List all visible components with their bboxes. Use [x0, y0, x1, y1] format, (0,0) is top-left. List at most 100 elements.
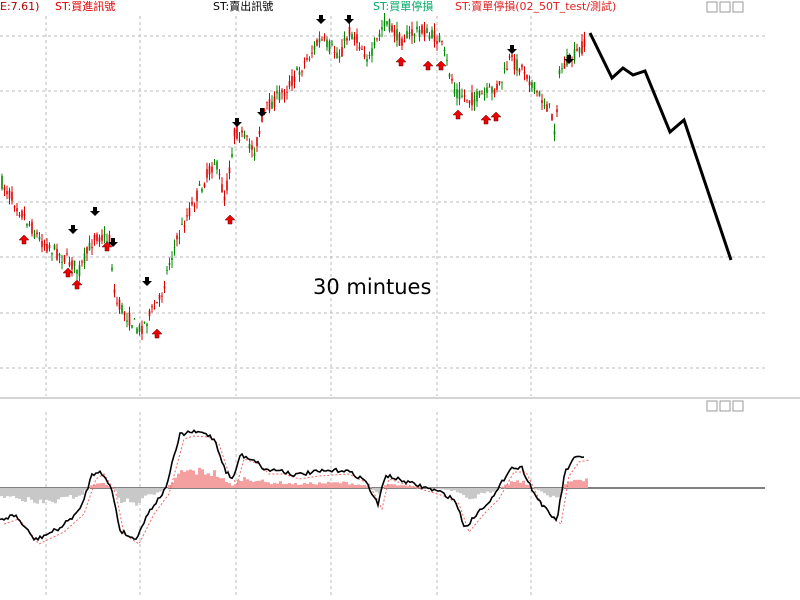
candle-body	[508, 56, 511, 58]
panel-buttons[interactable]	[706, 1, 744, 412]
sell-arrow	[108, 238, 118, 247]
histogram-bar	[543, 488, 546, 494]
candle-body	[31, 221, 33, 234]
histogram-bar	[309, 482, 312, 488]
histogram-bar	[63, 488, 66, 497]
histogram-bar	[114, 488, 117, 491]
histogram-bar	[303, 482, 306, 488]
candle-body	[186, 215, 188, 217]
candle-body	[388, 19, 391, 31]
histogram-bar	[453, 488, 456, 491]
histogram-bar	[546, 488, 549, 496]
candle-body	[208, 165, 211, 175]
histogram-bar	[306, 483, 309, 488]
candle-body	[206, 169, 208, 178]
candle-body	[243, 134, 246, 138]
candle-body	[311, 52, 313, 54]
candle-body	[491, 87, 493, 93]
button[interactable]	[706, 1, 718, 13]
candle-body	[331, 43, 333, 45]
candle-body	[71, 260, 73, 270]
candle-body	[401, 38, 403, 46]
histogram-bar	[297, 484, 300, 488]
button[interactable]	[719, 1, 731, 13]
candle-body	[496, 83, 498, 90]
candle-body	[253, 153, 256, 156]
candle-body	[471, 92, 473, 106]
histogram-bar	[393, 484, 396, 488]
histogram-bar	[150, 488, 153, 495]
histogram-bar	[249, 480, 252, 488]
candle-body	[118, 299, 121, 310]
histogram-bar	[144, 488, 147, 496]
oscillator-line	[0, 429, 585, 542]
candle-body	[123, 311, 126, 315]
candle-body	[503, 67, 506, 69]
candle-body	[236, 125, 238, 139]
header-label: E:7.61)	[0, 0, 39, 13]
candle-body	[443, 49, 446, 52]
candle-body	[516, 59, 518, 71]
candle-body	[528, 81, 531, 86]
candle-body	[403, 40, 406, 43]
histogram-bar	[36, 488, 39, 504]
candle-body	[483, 93, 486, 95]
histogram-bar	[582, 481, 585, 488]
candle-body	[41, 240, 43, 248]
histogram-bar	[66, 488, 69, 497]
candle-body	[271, 101, 273, 109]
candle-body	[58, 254, 61, 256]
histogram-bar	[228, 483, 231, 488]
histogram-bar	[345, 481, 348, 488]
histogram-bar	[573, 479, 576, 488]
histogram-bar	[483, 488, 486, 494]
histogram-bar	[324, 483, 327, 488]
candle-body	[481, 93, 483, 95]
candle-body	[306, 57, 308, 60]
candle-body	[418, 29, 421, 38]
sell-arrow	[316, 15, 326, 24]
histogram-bar	[579, 479, 582, 488]
candle-body	[321, 39, 323, 41]
histogram-bar	[27, 488, 30, 498]
candle-body	[56, 248, 58, 260]
candle-body	[333, 51, 336, 53]
histogram-bar	[219, 478, 222, 488]
candle-body	[143, 321, 146, 323]
histogram-bar	[237, 480, 240, 488]
button[interactable]	[732, 1, 744, 13]
button[interactable]	[706, 400, 718, 412]
sell-arrow	[257, 108, 267, 117]
histogram-bar	[30, 488, 33, 500]
histogram-bar	[234, 484, 237, 488]
candle-body	[273, 96, 276, 108]
buy-arrow	[422, 60, 434, 71]
candle-body	[463, 95, 466, 97]
histogram-bar	[123, 488, 126, 503]
histogram-bar	[273, 482, 276, 488]
histogram-bar	[276, 483, 279, 488]
histogram-bar	[363, 484, 366, 488]
button[interactable]	[719, 400, 731, 412]
histogram-bar	[183, 471, 186, 488]
button[interactable]	[732, 400, 744, 412]
histogram-bar	[177, 473, 180, 488]
histogram-bar	[231, 485, 234, 488]
candle-body	[468, 100, 471, 104]
candle-body	[431, 29, 433, 38]
histogram-bar	[477, 488, 480, 495]
candle-body	[66, 253, 68, 255]
candle-body	[361, 48, 363, 50]
candle-body	[368, 55, 371, 57]
candle-body	[543, 105, 546, 107]
histogram-bar	[450, 488, 453, 492]
candle-body	[473, 99, 476, 104]
candle-body	[151, 306, 153, 308]
candle-body	[103, 233, 106, 236]
buy-arrow	[395, 56, 407, 67]
candle-body	[88, 242, 91, 251]
histogram-bar	[180, 470, 183, 488]
candle-body	[223, 196, 226, 201]
histogram-bar	[54, 488, 57, 504]
